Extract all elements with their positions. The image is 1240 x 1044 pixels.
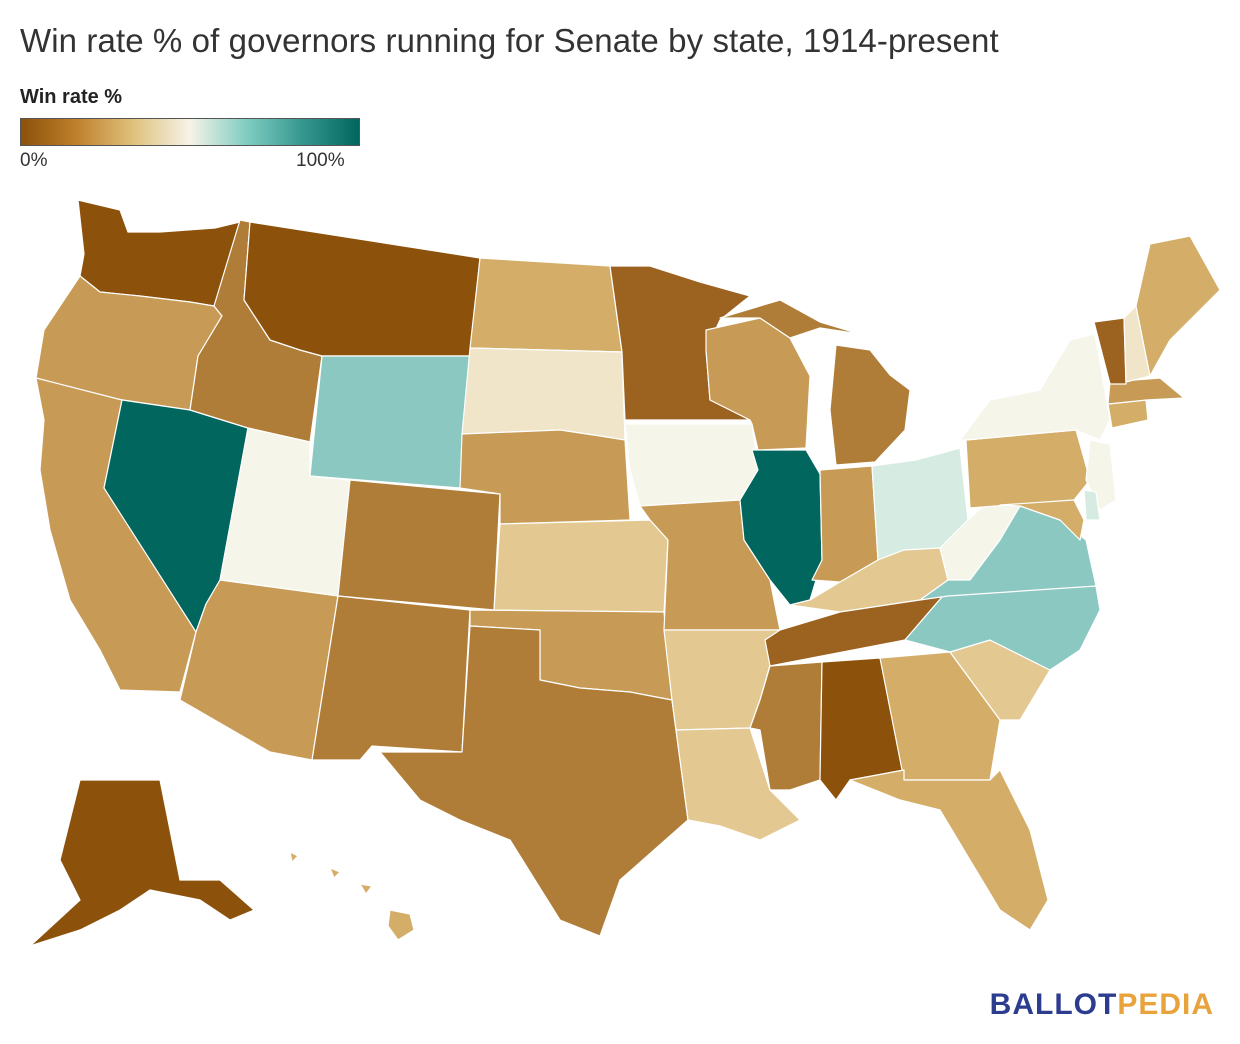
state-georgia[interactable] [879,651,1001,781]
state-hawaii[interactable] [289,851,415,941]
legend-min-label: 0% [20,150,48,171]
state-indiana[interactable] [811,465,879,583]
ballotpedia-logo: BALLOTPEDIA [989,988,1214,1021]
state-north-dakota[interactable] [469,257,623,353]
state-colorado[interactable] [337,479,501,611]
state-alaska[interactable] [29,779,255,947]
state-kansas[interactable] [493,519,669,613]
state-massachusetts[interactable] [1107,377,1185,405]
legend-max-label: 100% [296,150,345,171]
state-maine[interactable] [1135,235,1221,377]
state-pennsylvania[interactable] [965,429,1091,509]
state-delaware[interactable] [1083,489,1101,521]
state-florida[interactable] [849,769,1049,931]
legend-color-scale [20,118,360,146]
legend-title: Win rate % [20,86,123,108]
state-louisiana[interactable] [675,727,801,841]
chart-title: Win rate % of governors running for Sena… [20,22,999,59]
state-montana[interactable] [243,221,481,357]
state-iowa[interactable] [624,423,759,507]
state-south-dakota[interactable] [461,347,626,441]
state-connecticut[interactable] [1107,399,1149,429]
state-wyoming[interactable] [309,355,471,489]
state-michigan[interactable] [719,299,911,466]
state-new-york[interactable] [959,333,1111,441]
state-new-mexico[interactable] [311,595,471,761]
state-maryland[interactable] [999,499,1085,541]
state-west-virginia[interactable] [939,499,1021,581]
state-vermont[interactable] [1093,317,1127,385]
state-texas[interactable] [379,625,689,937]
